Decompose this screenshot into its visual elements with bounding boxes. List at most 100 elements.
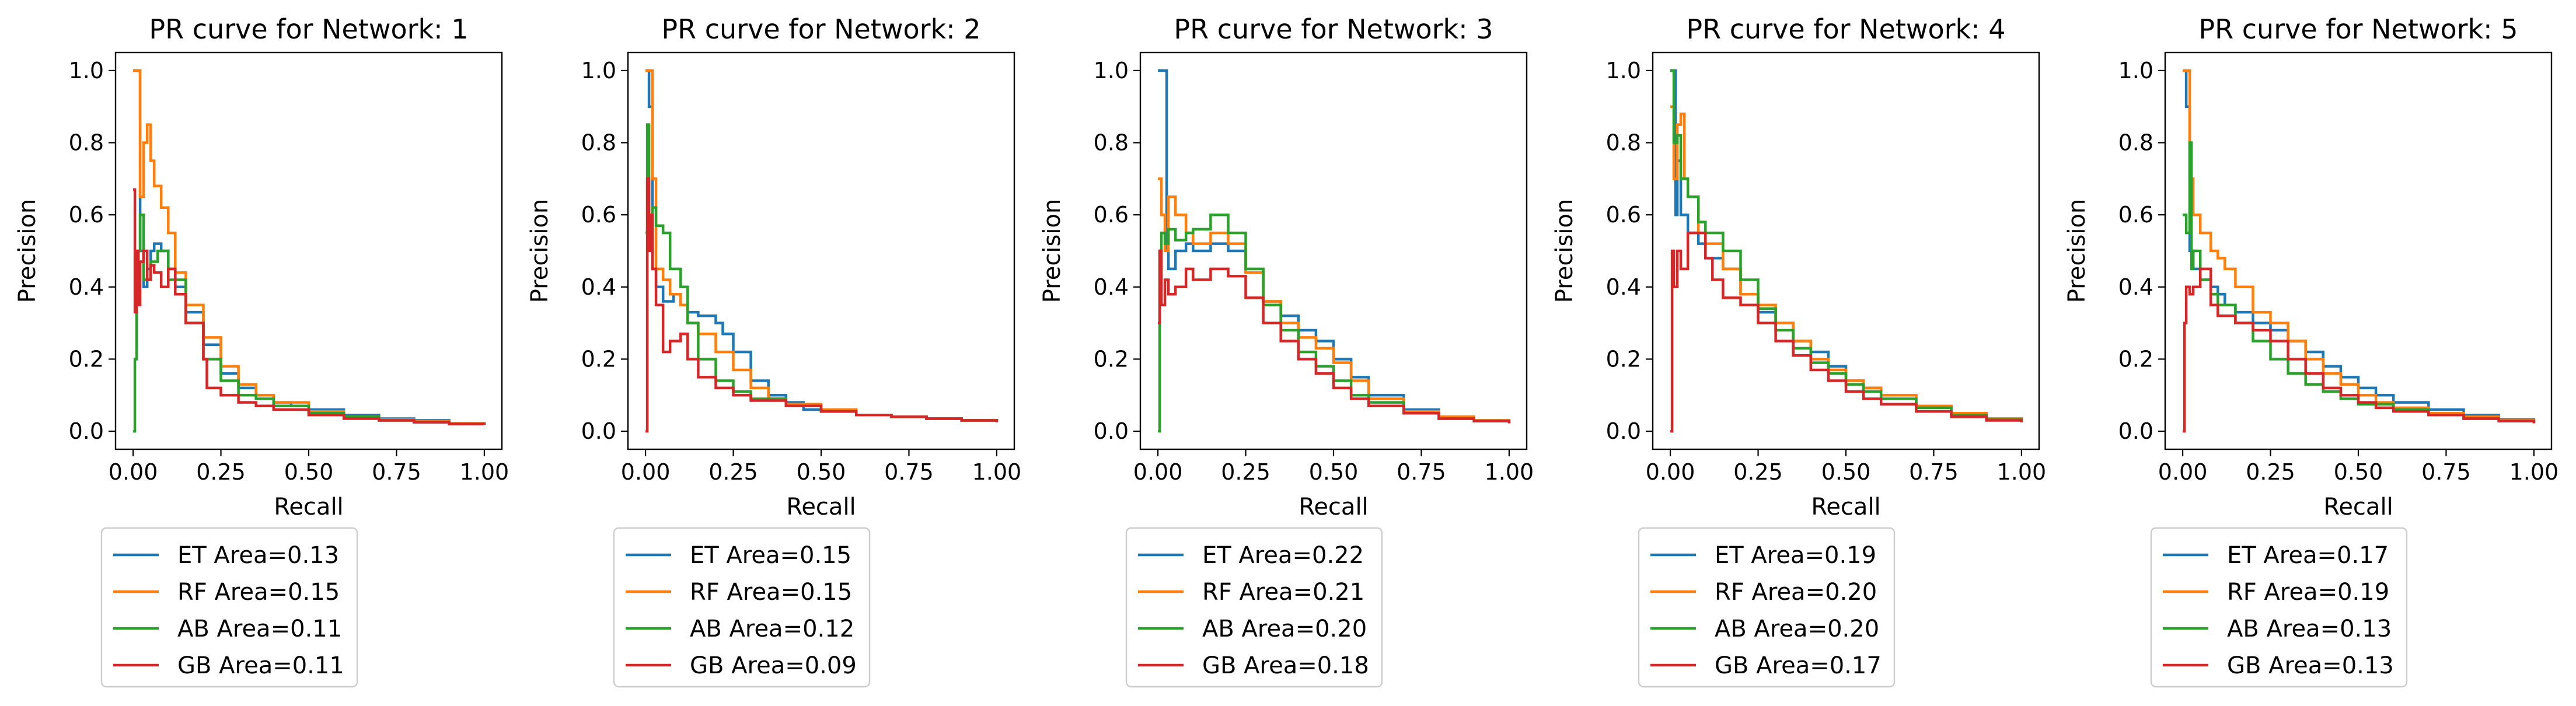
chart-title: PR curve for Network: 4 [1686, 13, 2005, 45]
legend-box [1638, 527, 1896, 688]
chart-panel-5: PR curve for Network: 5 0.00 0.25 0.50 0.75 1… [2064, 13, 2559, 688]
y-tick-label: 0.6 [1606, 202, 1641, 228]
series-group [2183, 69, 2536, 433]
series-group [133, 69, 486, 433]
y-tick-label: 0.0 [2118, 418, 2153, 444]
legend-entry: GB Area=0.09 [690, 652, 857, 679]
y-axis-label: Precision [1039, 199, 1066, 303]
y-tick-label: 0.0 [1606, 418, 1641, 444]
y-tick-label: 0.8 [69, 130, 104, 156]
legend-entry: RF Area=0.20 [1715, 579, 1877, 606]
y-tick-label: 0.0 [69, 418, 104, 444]
y-tick-label: 0.2 [581, 346, 616, 372]
x-axis-label: Recall [2323, 494, 2393, 520]
chart-panel-4: PR curve for Network: 4 0.00 0.25 0.50 0.75 1… [1551, 13, 2047, 688]
series-line-rf [133, 69, 486, 425]
x-tick-label: 0.25 [708, 459, 758, 485]
legend-entry: GB Area=0.17 [1715, 652, 1882, 679]
y-tick-label: 0.6 [2118, 202, 2153, 228]
y-tick-label: 0.4 [581, 274, 616, 300]
x-axis-label: Recall [786, 494, 856, 520]
legend-box [613, 527, 871, 688]
y-tick-label: 0.0 [581, 418, 616, 444]
series-line-gb [1670, 231, 2023, 433]
y-tick-label: 1.0 [2118, 58, 2153, 83]
series-line-ab [1158, 213, 1511, 433]
series-line-et [133, 69, 486, 425]
x-tick-label: 0.25 [196, 459, 246, 485]
y-tick-label: 0.8 [1094, 130, 1129, 156]
legend: ET Area=0.19 RF Area=0.20 AB Area=0.20 GB A… [1638, 527, 1896, 688]
y-axis-label: Precision [2064, 199, 2090, 303]
x-axis-label: Recall [1299, 494, 1368, 520]
legend-entry: ET Area=0.19 [1715, 542, 1876, 569]
plot-frame [627, 51, 1015, 450]
series-line-gb [645, 177, 999, 433]
y-tick-label: 0.4 [1606, 274, 1641, 300]
series-line-gb [133, 188, 486, 425]
y-tick-label: 0.6 [581, 202, 616, 228]
x-tick-label: 0.50 [1309, 459, 1359, 485]
legend: ET Area=0.17 RF Area=0.19 AB Area=0.13 GB A… [2150, 527, 2408, 688]
series-line-gb [1158, 249, 1511, 424]
legend-entry: AB Area=0.11 [177, 616, 342, 642]
y-tick-label: 0.4 [69, 274, 104, 300]
x-tick-label: 0.00 [1646, 459, 1695, 485]
x-tick-label: 0.75 [372, 459, 421, 485]
chart-panel-1: PR curve for Network: 1 0.00 0.25 0.50 0.75 1… [14, 13, 509, 688]
chart-title: PR curve for Network: 2 [661, 13, 980, 45]
x-tick-label: 1.00 [2509, 459, 2559, 485]
legend-entry: AB Area=0.20 [1202, 616, 1367, 642]
y-tick-label: 0.6 [69, 202, 104, 228]
legend-entry: RF Area=0.15 [690, 579, 852, 606]
x-tick-label: 0.00 [109, 459, 158, 485]
y-tick-label: 0.0 [1094, 418, 1129, 444]
y-axis-label: Precision [14, 199, 41, 303]
x-tick-label: 0.00 [1133, 459, 1183, 485]
legend-box [1125, 527, 1383, 688]
legend-entry: RF Area=0.15 [177, 579, 340, 606]
x-tick-label: 0.00 [621, 459, 671, 485]
x-tick-label: 0.50 [797, 459, 846, 485]
chart-title: PR curve for Network: 1 [149, 13, 468, 45]
y-tick-label: 0.2 [2118, 346, 2153, 372]
y-tick-label: 0.2 [1606, 346, 1641, 372]
y-tick-label: 1.0 [1606, 58, 1641, 83]
series-line-rf [2183, 69, 2536, 424]
chart-panel-3: PR curve for Network: 3 0.00 0.25 0.50 0.75 1… [1039, 13, 1534, 688]
series-line-gb [2183, 267, 2536, 433]
x-tick-label: 0.75 [1397, 459, 1446, 485]
legend-box [100, 527, 358, 688]
plot-frame [114, 51, 503, 450]
x-tick-label: 0.50 [284, 459, 334, 485]
legend-entry: AB Area=0.20 [1715, 616, 1879, 642]
x-tick-label: 1.00 [1997, 459, 2047, 485]
y-tick-label: 0.8 [2118, 130, 2153, 156]
legend-entry: RF Area=0.21 [1202, 579, 1364, 606]
legend-entry: GB Area=0.18 [1202, 652, 1369, 679]
legend-entry: RF Area=0.19 [2227, 579, 2389, 606]
legend: ET Area=0.22 RF Area=0.21 AB Area=0.20 GB A… [1125, 527, 1383, 688]
legend: ET Area=0.13 RF Area=0.15 AB Area=0.11 GB A… [100, 527, 358, 688]
legend-entry: ET Area=0.15 [690, 542, 851, 569]
legend: ET Area=0.15 RF Area=0.15 AB Area=0.12 GB A… [613, 527, 871, 688]
y-tick-label: 0.4 [1094, 274, 1129, 300]
legend-entry: ET Area=0.22 [1202, 542, 1364, 569]
legend-entry: AB Area=0.13 [2227, 616, 2392, 642]
legend-entry: ET Area=0.13 [177, 542, 339, 569]
y-tick-label: 0.2 [69, 346, 104, 372]
y-tick-label: 0.8 [1606, 130, 1641, 156]
legend-entry: ET Area=0.17 [2227, 542, 2389, 569]
y-tick-label: 0.4 [2118, 274, 2153, 300]
x-tick-label: 0.25 [2246, 459, 2295, 485]
series-group [1670, 69, 2023, 433]
chart-title: PR curve for Network: 3 [1174, 13, 1493, 45]
x-tick-label: 1.00 [972, 459, 1022, 485]
x-tick-label: 0.75 [1909, 459, 1959, 485]
y-tick-label: 0.2 [1094, 346, 1129, 372]
x-tick-label: 0.75 [884, 459, 934, 485]
legend-entry: AB Area=0.12 [690, 616, 854, 642]
legend-box [2150, 527, 2408, 688]
x-tick-label: 0.00 [2158, 459, 2208, 485]
